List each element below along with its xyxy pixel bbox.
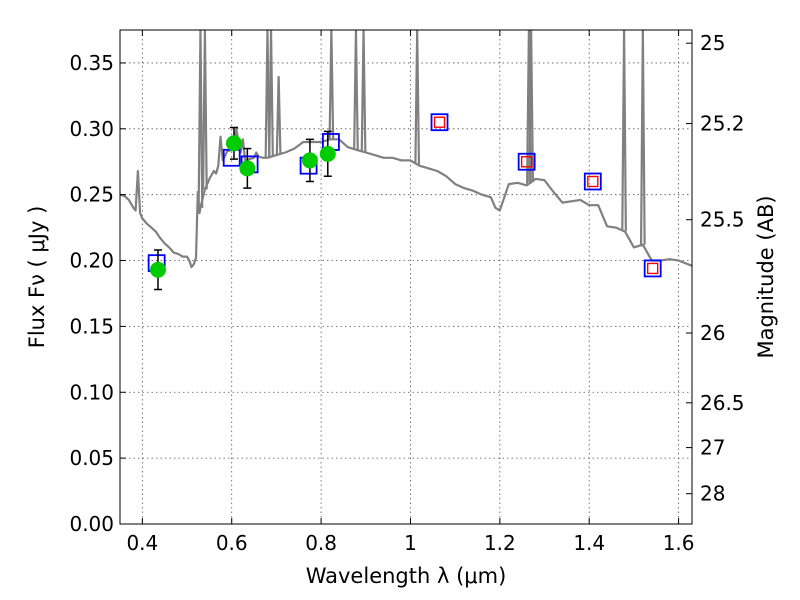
- y2-axis-label: Magnitude (AB): [754, 195, 778, 358]
- emission-line: [197, 30, 204, 208]
- y-tick-label: 0.25: [69, 183, 114, 207]
- emission-line: [353, 30, 359, 150]
- x-tick-label: 0.4: [126, 531, 158, 555]
- model-flux-box: [583, 172, 602, 191]
- emission-line: [621, 30, 627, 232]
- emission-line: [268, 30, 274, 157]
- x-tick-label: 1.2: [484, 531, 516, 555]
- y-tick-label: 0.30: [69, 117, 114, 141]
- x-tick-label: 1: [404, 531, 417, 555]
- x-tick-label: 1.4: [573, 531, 605, 555]
- observed-flux-point: [225, 135, 242, 152]
- emission-line: [328, 30, 335, 140]
- predicted-flux-box: [646, 262, 659, 275]
- model-flux-box: [517, 152, 536, 171]
- y2-tick-label: 25: [700, 31, 725, 55]
- predicted-flux-box: [433, 116, 446, 128]
- y-tick-label: 0.10: [69, 380, 114, 404]
- emission-line: [639, 30, 646, 245]
- y2-tick-label: 25.5: [700, 208, 745, 232]
- axis-ticks: 0.4 0.6 0.8 1 1.2 1.4 1.6 0.00 0.05 0.10 0.15 0.20 0…: [69, 30, 745, 555]
- predicted-flux-box: [520, 156, 533, 168]
- y2-tick-label: 27: [700, 436, 725, 460]
- plot-area: [120, 30, 692, 291]
- x-tick-label: 0.6: [216, 531, 248, 555]
- observed-flux-point: [239, 160, 256, 177]
- emission-line: [414, 30, 421, 165]
- y2-tick-label: 28: [700, 482, 725, 506]
- model-flux-box: [430, 113, 449, 132]
- x-axis-label: Wavelength λ (μm): [306, 564, 507, 588]
- y-axis-label: Flux Fν ( μJy ): [25, 206, 49, 349]
- x-tick-label: 1.6: [663, 531, 695, 555]
- observed-flux-point: [301, 152, 318, 169]
- predicted-flux-box: [587, 175, 599, 188]
- y-tick-label: 0.20: [69, 249, 114, 273]
- y-tick-label: 0.00: [69, 512, 114, 536]
- emission-line: [360, 30, 367, 152]
- emission-line: [202, 30, 208, 190]
- axis-labels: Wavelength λ (μm) Flux Fν ( μJy ) Magnit…: [25, 195, 778, 588]
- emission-line: [264, 30, 271, 158]
- y2-tick-label: 26.5: [700, 391, 745, 415]
- observed-flux-point: [149, 261, 166, 278]
- x-tick-label: 0.8: [305, 531, 337, 555]
- model-spectrum-line: [120, 127, 692, 269]
- emission-line: [528, 30, 535, 183]
- y2-tick-label: 26: [700, 321, 725, 345]
- observed-flux-point: [319, 145, 336, 162]
- y2-tick-label: 25.2: [700, 112, 745, 136]
- y-tick-label: 0.35: [69, 51, 114, 75]
- model-flux-box: [643, 259, 662, 278]
- plot-frame: [119, 29, 693, 525]
- emission-line: [275, 76, 282, 155]
- y-tick-label: 0.05: [69, 446, 114, 470]
- y-tick-label: 0.15: [69, 314, 114, 338]
